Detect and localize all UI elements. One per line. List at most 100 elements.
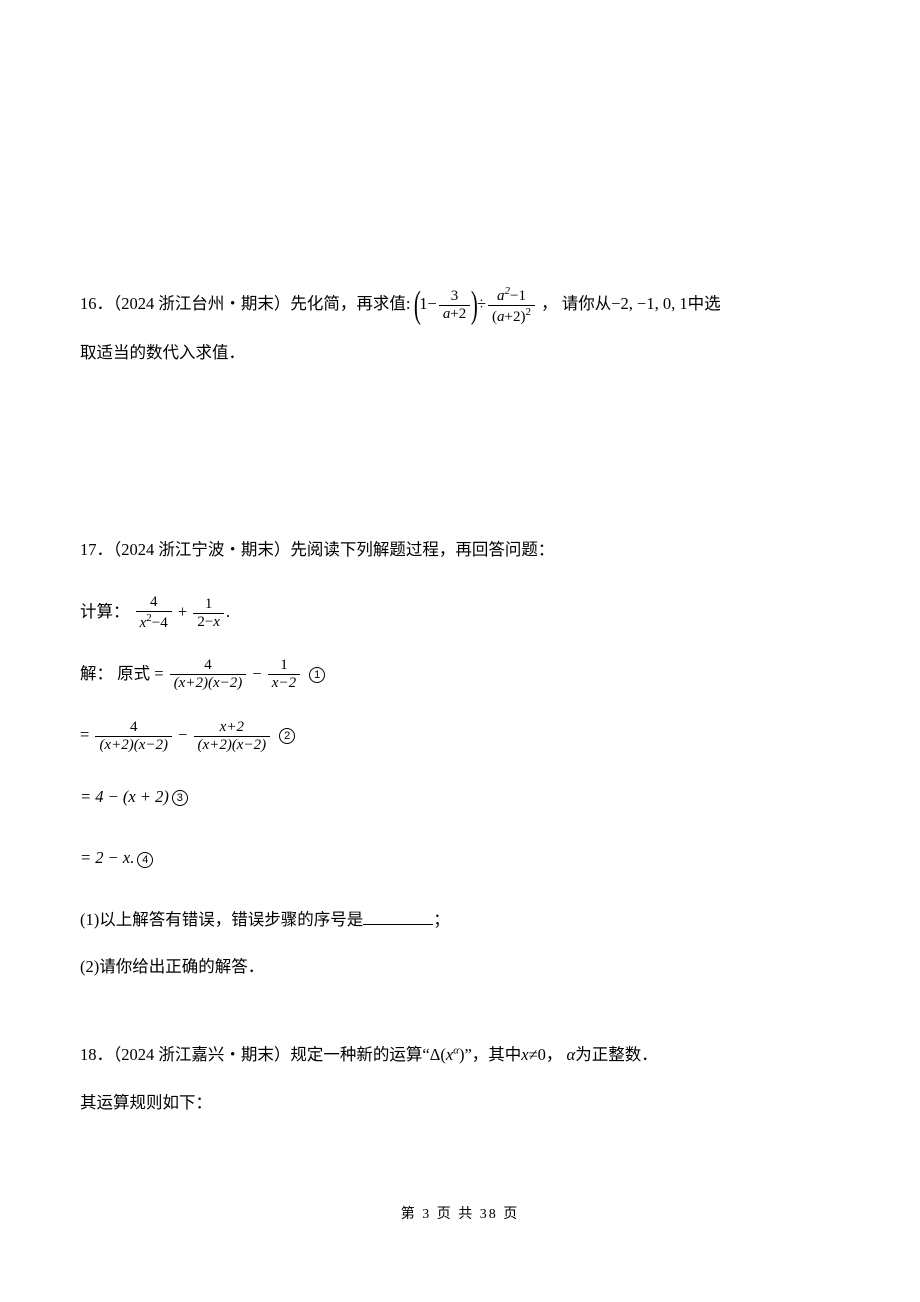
period: . — [226, 602, 230, 621]
eq: = — [80, 725, 89, 744]
paren-close: ） — [274, 540, 291, 559]
step-3-line: = 4 − (x + 2)3 — [80, 773, 840, 821]
problem-18-line-2: 其运算规则如下： — [80, 1079, 840, 1127]
s1-f1: 4 (x+2)(x−2) — [170, 658, 247, 691]
dot: ． — [97, 540, 114, 559]
footer-a: 第 — [401, 1207, 417, 1222]
dot: ． — [97, 1045, 114, 1064]
problem-number: 17 — [80, 540, 97, 559]
divide: ÷ — [477, 294, 486, 313]
eq: = — [154, 664, 163, 683]
n: 1 — [280, 657, 288, 673]
page-footer: 第 3 页 共 38 页 — [0, 1198, 920, 1232]
neq: ≠ — [529, 1045, 538, 1064]
q1-semi: ； — [433, 910, 450, 929]
step-4-expr: = 2 − x. — [80, 848, 134, 867]
x: x — [521, 1045, 528, 1064]
two: 2 — [459, 306, 467, 322]
calc-frac-2: 12−x — [193, 597, 224, 630]
tail: 为正整数． — [575, 1045, 658, 1064]
problem-17-head: 17．（2024 浙江宁波・期末）先阅读下列解题过程，再回答问题： — [80, 526, 840, 574]
step-3-expr: = 4 − (x + 2) — [80, 787, 169, 806]
question-1: (1)以上解答有错误，错误步骤的序号是 ； — [80, 896, 840, 944]
n: 4 — [204, 657, 212, 673]
tail-1: 请你从 — [562, 294, 612, 313]
dot: ． — [97, 294, 114, 313]
frac1-num: 3 — [451, 288, 459, 304]
paren-open: （ — [113, 1045, 121, 1064]
one: 1 — [205, 596, 213, 612]
minus: − — [252, 664, 261, 683]
sq: 2 — [525, 306, 531, 318]
q1-prefix: (1) — [80, 910, 99, 929]
n: 4 — [130, 719, 138, 735]
big-paren-left: ( — [413, 288, 420, 322]
big-paren-right: ) — [471, 288, 478, 322]
s2-f2: x+2(x+2)(x−2) — [194, 720, 271, 753]
footer-b: 页 — [437, 1207, 453, 1222]
problem-18: 18．（2024 浙江嘉兴・期末）规定一种新的运算“Δ(xα)”，其中x≠0， … — [80, 1031, 840, 1126]
circle-mark-4: 4 — [137, 852, 153, 868]
s1-f2: 1x−2 — [268, 658, 300, 691]
question-2: (2)请你给出正确的解答． — [80, 943, 840, 991]
document-page: 16．（2024 浙江台州・期末）先化简，再求值: (1−3a+2)÷a2−1(… — [0, 0, 920, 1302]
alpha: α — [567, 1045, 576, 1064]
q2-text: 请你给出正确的解答． — [99, 957, 264, 976]
step-1-line: 解： 原式 = 4(x+2)(x−2) − 1x−2 1 — [80, 650, 840, 698]
minus: − — [152, 615, 160, 631]
d: (x+2)(x−2) — [170, 675, 247, 691]
tail-2: 中选 — [688, 294, 721, 313]
comma: ， — [546, 1045, 563, 1064]
circle-mark-3: 3 — [172, 790, 188, 806]
lead-text: 先化简，再求值: — [290, 294, 410, 313]
a: a — [497, 309, 505, 325]
problem-number: 16 — [80, 294, 97, 313]
paren-open: （ — [113, 294, 121, 313]
paren-close: ） — [274, 1045, 291, 1064]
problem-number: 18 — [80, 1045, 97, 1064]
problem-source: 2024 浙江台州・期末 — [121, 294, 274, 313]
minus: − — [428, 294, 437, 313]
footer-d: 页 — [503, 1207, 519, 1222]
problem-source: 2024 浙江嘉兴・期末 — [121, 1045, 274, 1064]
plus: + — [505, 309, 513, 325]
paren-open: （ — [113, 540, 121, 559]
two: 2 — [197, 614, 205, 630]
problem-17: 17．（2024 浙江宁波・期末）先阅读下列解题过程，再回答问题： 计算： 4x… — [80, 526, 840, 991]
four: 4 — [150, 594, 158, 610]
choices: −2, −1, 0, 1 — [611, 294, 687, 313]
paren-close: ） — [274, 294, 291, 313]
comma: ， — [541, 294, 558, 313]
fraction-1: 3a+2 — [439, 289, 470, 322]
solve-label: 解： — [80, 664, 113, 683]
page-total: 38 — [480, 1207, 498, 1222]
one: 1 — [518, 288, 526, 304]
q2-prefix: (2) — [80, 957, 99, 976]
plus: + — [450, 306, 458, 322]
answer-blank[interactable] — [363, 908, 433, 925]
step-2-expr: = 4(x+2)(x−2) − x+2(x+2)(x−2) — [80, 725, 276, 744]
problem-16-line-1: 16．（2024 浙江台州・期末）先化简，再求值: (1−3a+2)÷a2−1(… — [80, 280, 840, 329]
page-current: 3 — [422, 1207, 431, 1222]
circle-mark-1: 1 — [309, 667, 325, 683]
d: (x+2)(x−2) — [194, 737, 271, 753]
four: 4 — [160, 615, 168, 631]
delta: Δ — [430, 1045, 441, 1064]
q1-text: 以上解答有错误，错误步骤的序号是 — [99, 910, 363, 929]
d: (x+2)(x−2) — [95, 737, 172, 753]
d: x−2 — [268, 675, 300, 691]
problem-16: 16．（2024 浙江台州・期末）先化简，再求值: (1−3a+2)÷a2−1(… — [80, 280, 840, 376]
calc-expr: 4x2−4 + 12−x. — [134, 602, 230, 621]
s2-f1: 4 (x+2)(x−2) — [95, 720, 172, 753]
orig-label: 原式 — [117, 664, 150, 683]
expression-16: (1−3a+2)÷a2−1(a+2)2 — [415, 294, 542, 313]
footer-c: 共 — [458, 1207, 474, 1222]
calc-label: 计算： — [80, 602, 130, 621]
calc-line: 计算： 4x2−4 + 12−x. — [80, 588, 840, 636]
minus: − — [178, 725, 187, 744]
plus: + — [178, 602, 187, 621]
x: x — [213, 614, 220, 630]
lead-1: 规定一种新的运算“ — [290, 1045, 429, 1064]
a: a — [497, 288, 505, 304]
problem-18-line-1: 18．（2024 浙江嘉兴・期末）规定一种新的运算“Δ(xα)”，其中x≠0， … — [80, 1031, 840, 1079]
